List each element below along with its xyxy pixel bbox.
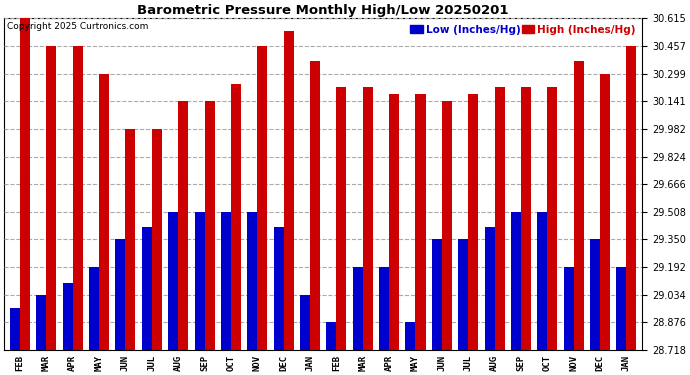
Bar — [415, 94, 426, 350]
Bar — [521, 87, 531, 350]
Bar — [458, 239, 469, 350]
Bar — [616, 267, 627, 350]
Title: Barometric Pressure Monthly High/Low 20250201: Barometric Pressure Monthly High/Low 202… — [137, 4, 509, 17]
Bar — [547, 87, 558, 350]
Bar — [442, 101, 452, 350]
Bar — [484, 227, 495, 350]
Bar — [326, 322, 337, 350]
Bar — [469, 94, 478, 350]
Bar — [221, 212, 231, 350]
Bar — [274, 227, 284, 350]
Bar — [627, 46, 636, 350]
Bar — [247, 212, 257, 350]
Bar — [10, 308, 20, 350]
Bar — [115, 239, 126, 350]
Bar — [89, 267, 99, 350]
Bar — [432, 239, 442, 350]
Bar — [178, 101, 188, 350]
Bar — [168, 212, 178, 350]
Bar — [231, 84, 241, 350]
Bar — [538, 212, 547, 350]
Legend: Low (Inches/Hg), High (Inches/Hg): Low (Inches/Hg), High (Inches/Hg) — [409, 24, 637, 36]
Bar — [99, 74, 109, 350]
Bar — [363, 87, 373, 350]
Bar — [564, 267, 573, 350]
Bar — [63, 283, 72, 350]
Bar — [126, 129, 135, 350]
Bar — [204, 101, 215, 350]
Bar — [195, 212, 204, 350]
Bar — [284, 32, 294, 350]
Text: Copyright 2025 Curtronics.com: Copyright 2025 Curtronics.com — [8, 22, 149, 31]
Bar — [406, 322, 415, 350]
Bar — [72, 46, 83, 350]
Bar — [379, 267, 389, 350]
Bar — [300, 295, 310, 350]
Bar — [495, 87, 504, 350]
Bar — [257, 46, 267, 350]
Bar — [511, 212, 521, 350]
Bar — [310, 61, 320, 350]
Bar — [337, 87, 346, 350]
Bar — [46, 46, 57, 350]
Bar — [590, 239, 600, 350]
Bar — [353, 267, 363, 350]
Bar — [20, 18, 30, 350]
Bar — [152, 129, 162, 350]
Bar — [37, 295, 46, 350]
Bar — [389, 94, 399, 350]
Bar — [600, 74, 610, 350]
Bar — [142, 227, 152, 350]
Bar — [573, 61, 584, 350]
